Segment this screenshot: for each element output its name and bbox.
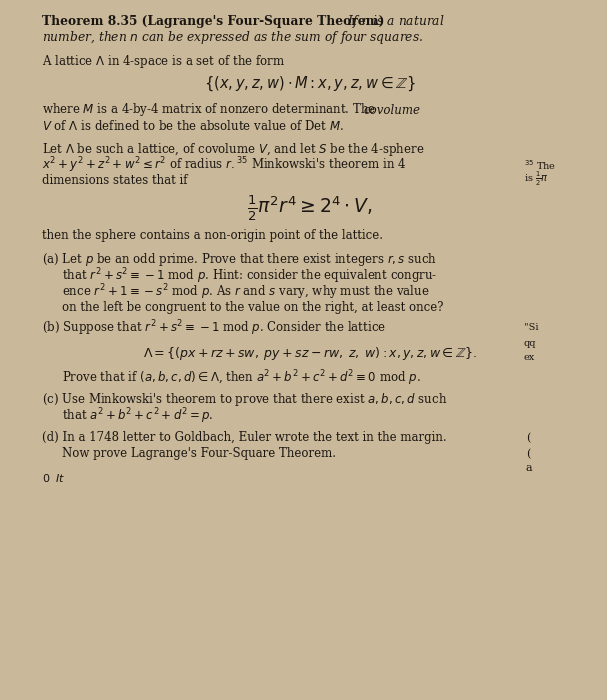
Text: Prove that if $(a, b, c, d) \in \Lambda$, then $a^2+b^2+c^2+d^2 \equiv 0$ mod $p: Prove that if $(a, b, c, d) \in \Lambda$… [62, 368, 421, 388]
Text: a: a [526, 463, 532, 473]
Text: A lattice $\Lambda$ in 4-space is a set of the form: A lattice $\Lambda$ in 4-space is a set … [42, 53, 285, 71]
Text: then the sphere contains a non-origin point of the lattice.: then the sphere contains a non-origin po… [42, 228, 383, 242]
Text: that $r^2+s^2 \equiv -1$ mod $p$. Hint: consider the equivalent congru-: that $r^2+s^2 \equiv -1$ mod $p$. Hint: … [62, 266, 438, 286]
Text: is $\frac{1}{2}\pi$: is $\frac{1}{2}\pi$ [524, 170, 549, 188]
Text: that $a^2+b^2+c^2+d^2 = p$.: that $a^2+b^2+c^2+d^2 = p$. [62, 406, 214, 426]
Text: Theorem 8.35 (Lagrange's Four-Square Theorem): Theorem 8.35 (Lagrange's Four-Square The… [42, 15, 384, 29]
Text: $x^2+y^2+z^2+w^2 \leq r^2$ of radius $r.^{35}$ Minkowski's theorem in 4: $x^2+y^2+z^2+w^2 \leq r^2$ of radius $r.… [42, 155, 406, 175]
Text: Let $\Lambda$ be such a lattice, of covolume $V$, and let $S$ be the 4-sphere: Let $\Lambda$ be such a lattice, of covo… [42, 141, 424, 158]
Text: $\Lambda = \{(px+rz+sw,\; py+sz-rw,\; z,\; w) : x, y, z, w \in \mathbb{Z}\}.$: $\Lambda = \{(px+rz+sw,\; py+sz-rw,\; z,… [143, 346, 477, 363]
Text: (: ( [526, 433, 531, 443]
Text: ence $r^2+1 \equiv -s^2$ mod $p$. As $r$ and $s$ vary, why must the value: ence $r^2+1 \equiv -s^2$ mod $p$. As $r$… [62, 282, 430, 302]
Text: "Si: "Si [524, 323, 538, 332]
Text: (b) Suppose that $r^2+s^2 \equiv -1$ mod $p$. Consider the lattice: (b) Suppose that $r^2+s^2 \equiv -1$ mod… [42, 318, 386, 338]
Text: number, then $n$ can be expressed as the sum of four squares.: number, then $n$ can be expressed as the… [42, 29, 423, 46]
Text: $\{(x, y, z, w) \cdot M : x, y, z, w \in \mathbb{Z}\}$: $\{(x, y, z, w) \cdot M : x, y, z, w \in… [204, 75, 416, 93]
Text: $0\;\;It$: $0\;\;It$ [42, 472, 65, 484]
Text: qq: qq [524, 339, 537, 347]
Text: ex: ex [524, 354, 535, 363]
Text: (: ( [526, 449, 531, 459]
Text: $\frac{1}{2}\pi^2 r^4 \geq 2^4 \cdot V,$: $\frac{1}{2}\pi^2 r^4 \geq 2^4 \cdot V,$ [247, 193, 373, 223]
Text: on the left be congruent to the value on the right, at least once?: on the left be congruent to the value on… [62, 302, 444, 314]
Text: Now prove Lagrange's Four-Square Theorem.: Now prove Lagrange's Four-Square Theorem… [62, 447, 336, 461]
Text: (a) Let $p$ be an odd prime. Prove that there exist integers $r, s$ such: (a) Let $p$ be an odd prime. Prove that … [42, 251, 437, 269]
Text: where $M$ is a 4-by-4 matrix of nonzero determinant. The: where $M$ is a 4-by-4 matrix of nonzero … [42, 102, 377, 118]
Text: (d) In a 1748 letter to Goldbach, Euler wrote the text in the margin.: (d) In a 1748 letter to Goldbach, Euler … [42, 431, 447, 444]
Text: If $n$ is a natural: If $n$ is a natural [340, 13, 444, 31]
Text: $^{35}$ The: $^{35}$ The [524, 158, 556, 172]
Text: covolume: covolume [363, 104, 420, 116]
Text: (c) Use Minkowski's theorem to prove that there exist $a, b, c, d$ such: (c) Use Minkowski's theorem to prove tha… [42, 391, 447, 409]
Text: dimensions states that if: dimensions states that if [42, 174, 188, 188]
Text: $V$ of $\Lambda$ is defined to be the absolute value of Det $M$.: $V$ of $\Lambda$ is defined to be the ab… [42, 119, 344, 133]
